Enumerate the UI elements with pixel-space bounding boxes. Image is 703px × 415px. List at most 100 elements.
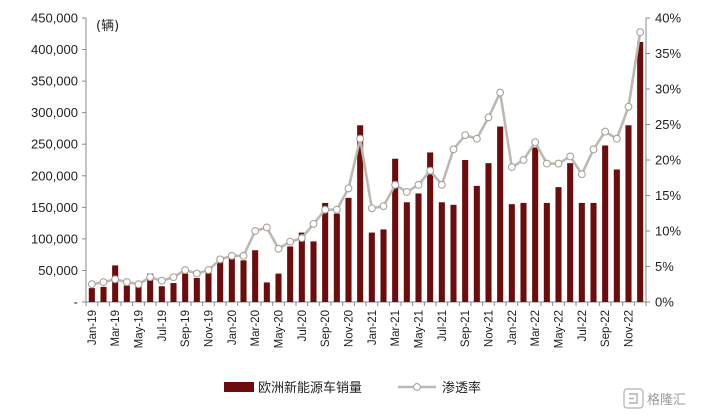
x-tick-label: Jan-22	[507, 310, 519, 345]
bar	[170, 283, 177, 302]
x-tick-label: Jan-19	[87, 310, 99, 345]
bar	[497, 126, 504, 302]
legend-label-bar: 欧洲新能源车销量	[258, 380, 362, 396]
line-point	[239, 251, 248, 260]
line-point	[449, 145, 458, 154]
bar	[147, 273, 154, 302]
x-tick-label: Nov-20	[344, 310, 356, 347]
bar	[415, 193, 422, 302]
x-tick-label: Nov-22	[624, 310, 636, 347]
bar	[182, 273, 189, 302]
line-point	[496, 88, 505, 97]
line-point	[274, 244, 283, 253]
plot-area: - 50,000 100,000 150,000 200,000 250,000 300,0…	[31, 11, 681, 349]
bar	[252, 250, 259, 302]
x-tick-label: Jul-19	[157, 310, 169, 341]
bar	[123, 285, 130, 302]
bar	[438, 202, 445, 302]
bar	[508, 204, 515, 302]
bar	[368, 232, 375, 302]
bar	[275, 273, 282, 302]
line-point	[472, 134, 481, 143]
line-point	[321, 205, 330, 214]
line-point	[87, 280, 96, 289]
bar	[240, 260, 247, 302]
x-tick-label: May-20	[274, 310, 286, 348]
line-point	[379, 202, 388, 211]
bar	[228, 257, 235, 302]
legend-swatch-point	[413, 383, 421, 391]
bar	[637, 41, 644, 302]
line-point	[122, 278, 131, 287]
watermark: 格隆汇	[623, 388, 686, 409]
line-point	[344, 184, 353, 193]
x-tick-label: Jan-20	[227, 310, 239, 345]
y-left-tick-label: 250,000	[31, 137, 78, 152]
line-point	[484, 113, 493, 122]
y-left-tick-label: -	[74, 295, 78, 310]
x-tick-label: Jul-21	[437, 310, 449, 341]
line-point	[111, 275, 120, 284]
line-point	[624, 102, 633, 111]
bar	[578, 202, 585, 302]
y-right-tick-label: 20%	[655, 153, 681, 168]
line-point	[531, 138, 540, 147]
y-right-tick-label: 15%	[655, 188, 681, 203]
x-tick-label: Mar-21	[390, 310, 402, 346]
line-point	[297, 234, 306, 243]
line-point	[204, 266, 213, 274]
y-left-tick-label: 50,000	[38, 263, 78, 278]
y-right-tick-label: 10%	[655, 224, 681, 239]
x-tick-label: Mar-22	[530, 310, 542, 346]
watermark-logo-icon	[623, 388, 644, 409]
x-tick-label: Nov-19	[204, 310, 216, 347]
line-point	[99, 278, 108, 287]
line-point	[507, 163, 516, 172]
bar	[613, 169, 620, 302]
line-point	[286, 237, 295, 246]
bar	[158, 286, 165, 302]
bar	[263, 282, 270, 302]
x-tick-label: May-21	[414, 310, 426, 348]
bar	[193, 278, 200, 302]
bar	[205, 272, 212, 302]
line-point	[426, 166, 435, 175]
line-point	[146, 273, 155, 282]
line-point	[542, 159, 551, 168]
x-tick-label: Sep-19	[180, 310, 192, 347]
bar	[112, 265, 119, 302]
line-point	[601, 127, 610, 136]
line-point	[437, 180, 446, 189]
bar	[625, 125, 632, 303]
bar	[450, 204, 457, 302]
line-point	[461, 131, 470, 140]
bar	[287, 246, 294, 302]
x-tick-label: Mar-19	[110, 310, 122, 346]
y-right-tick-label: 35%	[655, 46, 681, 61]
bar	[602, 145, 609, 302]
line-point	[134, 280, 143, 289]
bar	[217, 256, 224, 302]
watermark-logo-glyph-icon	[629, 393, 638, 404]
bar	[427, 152, 434, 302]
line-point	[216, 255, 225, 264]
y-right-tick-label: 40%	[655, 11, 681, 26]
line-point	[157, 276, 166, 285]
bar	[462, 160, 469, 302]
bar	[298, 232, 305, 302]
line-point	[577, 170, 586, 179]
legend: 欧洲新能源车销量 渗透率	[224, 380, 481, 396]
line-point	[612, 134, 621, 143]
y-left-tick-label: 350,000	[31, 74, 78, 89]
line-point	[251, 227, 260, 235]
y-left-tick-label: 400,000	[31, 42, 78, 57]
bar	[590, 202, 597, 302]
line-point	[169, 273, 178, 282]
bar	[333, 213, 340, 302]
line-point	[636, 28, 645, 37]
line-point	[589, 145, 598, 154]
bar	[88, 288, 95, 302]
bar	[392, 158, 399, 302]
bar	[135, 285, 142, 302]
